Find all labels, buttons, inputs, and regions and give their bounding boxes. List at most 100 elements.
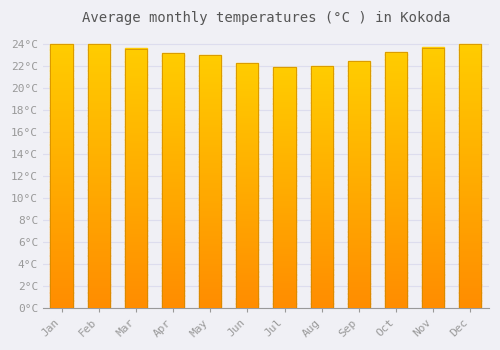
- Bar: [310, 78, 333, 81]
- Bar: [236, 72, 258, 75]
- Bar: [88, 253, 110, 256]
- Bar: [88, 92, 110, 94]
- Bar: [348, 113, 370, 115]
- Bar: [162, 106, 184, 109]
- Bar: [162, 137, 184, 140]
- Bar: [88, 128, 110, 132]
- Bar: [274, 212, 295, 215]
- Bar: [50, 49, 72, 52]
- Bar: [88, 89, 110, 92]
- Bar: [422, 219, 444, 222]
- Bar: [385, 118, 407, 121]
- Bar: [422, 68, 444, 71]
- Bar: [199, 204, 222, 207]
- Bar: [348, 209, 370, 212]
- Bar: [348, 147, 370, 150]
- Bar: [348, 192, 370, 195]
- Bar: [88, 247, 110, 250]
- Bar: [385, 285, 407, 288]
- Bar: [422, 157, 444, 160]
- Bar: [199, 290, 222, 293]
- Bar: [50, 105, 72, 108]
- Bar: [385, 180, 407, 183]
- Bar: [50, 139, 72, 142]
- Bar: [310, 153, 333, 156]
- Bar: [348, 177, 370, 180]
- Bar: [162, 216, 184, 219]
- Bar: [199, 154, 222, 156]
- Bar: [162, 270, 184, 273]
- Bar: [310, 71, 333, 74]
- Bar: [199, 222, 222, 225]
- Bar: [162, 160, 184, 163]
- Bar: [88, 150, 110, 153]
- Bar: [50, 160, 72, 163]
- Bar: [310, 257, 333, 260]
- Bar: [199, 278, 222, 281]
- Bar: [310, 279, 333, 282]
- Bar: [162, 201, 184, 204]
- Bar: [348, 68, 370, 71]
- Bar: [310, 134, 333, 136]
- Bar: [124, 287, 147, 290]
- Bar: [162, 186, 184, 188]
- Bar: [348, 288, 370, 291]
- Bar: [162, 134, 184, 137]
- Bar: [274, 301, 295, 304]
- Bar: [199, 262, 222, 265]
- Bar: [124, 223, 147, 225]
- Bar: [310, 240, 333, 243]
- Bar: [385, 306, 407, 308]
- Bar: [348, 204, 370, 207]
- Bar: [199, 179, 222, 182]
- Bar: [124, 132, 147, 134]
- Bar: [236, 173, 258, 176]
- Bar: [310, 243, 333, 245]
- Bar: [124, 129, 147, 132]
- Bar: [124, 119, 147, 121]
- Bar: [199, 217, 222, 220]
- Bar: [88, 261, 110, 264]
- Bar: [50, 107, 72, 110]
- Bar: [310, 175, 333, 178]
- Bar: [50, 203, 72, 205]
- Bar: [348, 83, 370, 85]
- Bar: [236, 227, 258, 230]
- Bar: [50, 94, 72, 97]
- Bar: [236, 234, 258, 237]
- Bar: [310, 139, 333, 141]
- Bar: [236, 183, 258, 186]
- Bar: [199, 192, 222, 195]
- Bar: [88, 239, 110, 243]
- Bar: [422, 206, 444, 209]
- Bar: [199, 141, 222, 144]
- Bar: [310, 170, 333, 173]
- Bar: [50, 155, 72, 158]
- Bar: [422, 235, 444, 238]
- Bar: [274, 139, 295, 142]
- Bar: [162, 73, 184, 76]
- Bar: [236, 249, 258, 252]
- Bar: [422, 178, 444, 181]
- Bar: [348, 219, 370, 222]
- Bar: [459, 195, 481, 197]
- Bar: [348, 98, 370, 100]
- Bar: [348, 152, 370, 155]
- Bar: [124, 155, 147, 158]
- Bar: [310, 306, 333, 308]
- Bar: [124, 88, 147, 90]
- Bar: [50, 279, 72, 282]
- Bar: [199, 219, 222, 222]
- Bar: [310, 291, 333, 294]
- Bar: [236, 190, 258, 193]
- Bar: [124, 282, 147, 285]
- Bar: [199, 85, 222, 88]
- Bar: [459, 174, 481, 176]
- Bar: [88, 145, 110, 147]
- Bar: [274, 226, 295, 229]
- Bar: [310, 146, 333, 149]
- Bar: [274, 70, 295, 72]
- Bar: [385, 175, 407, 178]
- Bar: [274, 144, 295, 147]
- Bar: [459, 44, 481, 47]
